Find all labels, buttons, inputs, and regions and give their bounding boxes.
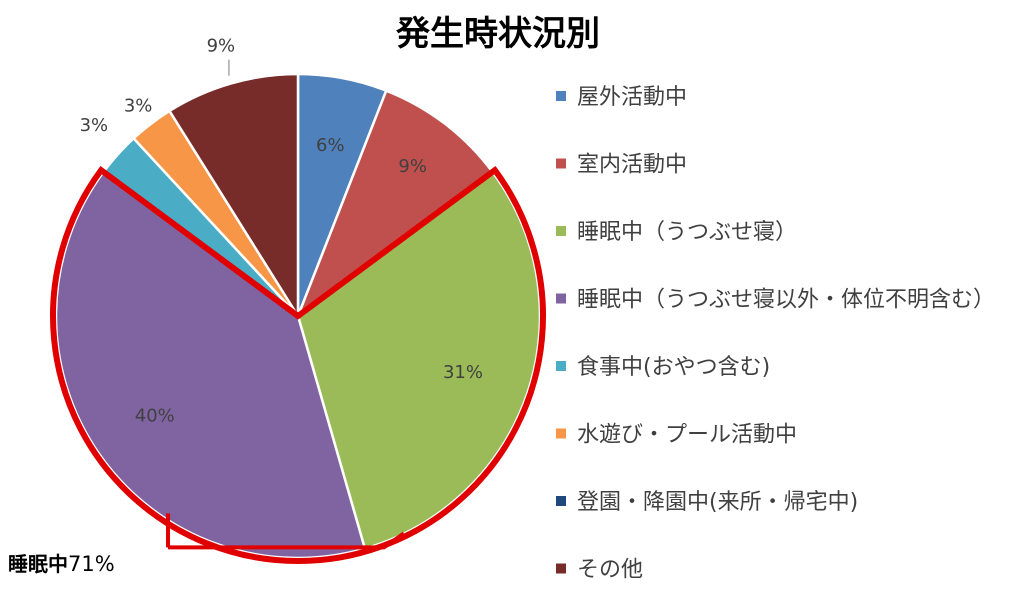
legend-label: 食事中(おやつ含む) [577, 355, 770, 380]
legend-swatch [556, 293, 566, 304]
svg-text:睡眠中71%: 睡眠中71% [8, 552, 115, 576]
pie-slice [167, 72, 300, 321]
chart-title: 発生時状況別 [396, 14, 600, 54]
legend-label: その他 [577, 558, 643, 583]
slice-label: 31% [443, 362, 483, 383]
legend-label: 屋外活動中 [577, 85, 687, 110]
legend-swatch [556, 361, 566, 371]
legend-label: 睡眠中（うつぶせ寝） [577, 220, 797, 245]
legend-swatch [556, 563, 566, 574]
pie-slice [296, 170, 542, 551]
legend-swatch [556, 91, 566, 101]
legend-label: 登園・降園中(来所・帰宅中) [577, 490, 858, 515]
legend-label: 水遊び・プール活動中 [577, 423, 797, 448]
legend-label: 睡眠中（うつぶせ寝以外・体位不明含む） [577, 288, 995, 313]
callout-label: 睡眠中 [8, 552, 68, 576]
highlight-outline [50, 165, 546, 564]
callout-bracket [168, 531, 406, 550]
legend-swatch [556, 428, 566, 439]
slice-label: 6% [316, 135, 345, 156]
legend-swatch [556, 496, 566, 506]
sleep-callout: 睡眠中71% [8, 552, 115, 576]
slice-label: 9% [207, 36, 236, 57]
pie-slices [54, 72, 542, 560]
callout-value: 71% [68, 552, 115, 576]
slice-label: 40% [135, 405, 175, 426]
sleep-highlight [50, 165, 546, 564]
slice-label: 3% [80, 115, 109, 136]
pie-slice [295, 89, 495, 320]
slice-labels: 6% 9% 31% 40% 3% 3% 9% [80, 36, 483, 427]
legend-label: 室内活動中 [577, 153, 687, 178]
slice-label: 3% [124, 96, 153, 117]
legend-swatch [556, 158, 566, 169]
pie-slice [54, 170, 367, 560]
legend-swatch [556, 226, 566, 236]
slice-label: 9% [398, 156, 427, 177]
